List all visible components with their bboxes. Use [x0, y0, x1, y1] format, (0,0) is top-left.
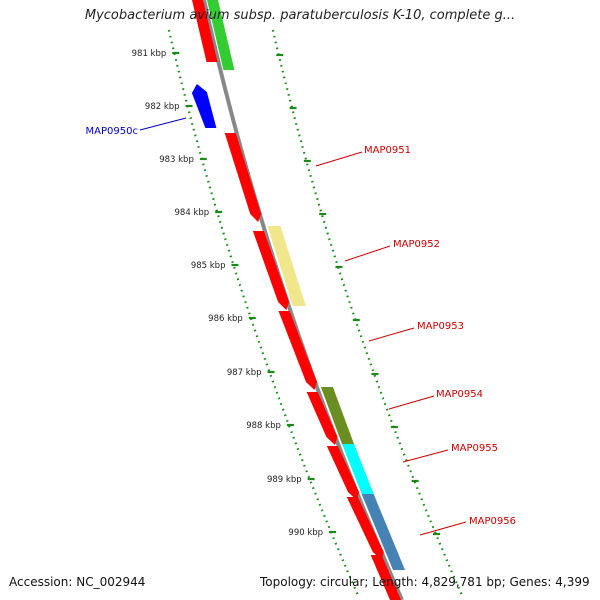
gene-label-map0952: MAP0952: [393, 239, 440, 250]
cds-block: [278, 311, 317, 390]
tick-label: 987 kbp: [227, 368, 262, 378]
gene-label-map0953: MAP0953: [417, 321, 464, 332]
cog-block: [361, 494, 405, 570]
leader-line: [419, 521, 467, 536]
tick-label: 984 kbp: [175, 208, 210, 218]
cog-block: [342, 444, 376, 500]
cds-block: [224, 133, 262, 222]
leader-line: [388, 395, 435, 410]
cog-block: [267, 226, 306, 306]
genome-summary: Topology: circular; Length: 4,829,781 bp…: [260, 575, 590, 589]
cog-block: [320, 387, 355, 445]
cds-block: [326, 446, 359, 500]
tick-ring-right: [271, 29, 465, 599]
tick-label: 985 kbp: [191, 261, 226, 271]
leader-line: [344, 245, 391, 262]
reverse-cds-block: [191, 84, 217, 128]
tick-label: 989 kbp: [267, 475, 302, 485]
cog-block: [207, 0, 235, 70]
leader-line: [402, 449, 449, 463]
cds-block: [306, 392, 338, 445]
tick-label: 981 kbp: [132, 49, 167, 59]
cds-block: [370, 555, 401, 600]
leader-line: [368, 327, 415, 342]
cds-block: [252, 231, 290, 310]
gene-label-map0950c: MAP0950c: [86, 126, 138, 137]
tick-label: 988 kbp: [246, 421, 281, 431]
gene-label-map0954: MAP0954: [436, 389, 483, 400]
accession-label: Accession: NC_002944: [9, 575, 146, 589]
gene-label-map0956: MAP0956: [469, 516, 516, 527]
leader-line: [139, 117, 187, 131]
gene-label-map0951: MAP0951: [364, 145, 411, 156]
tick-label: 986 kbp: [208, 314, 243, 324]
gene-label-map0955: MAP0955: [451, 443, 498, 454]
leader-line: [315, 151, 363, 167]
cds-block: [346, 497, 384, 560]
cds-block: [192, 0, 218, 62]
tick-label: 990 kbp: [288, 528, 323, 538]
tick-label: 983 kbp: [159, 155, 194, 165]
map-title: Mycobacterium avium subsp. paratuberculo…: [84, 8, 516, 23]
tick-label: 982 kbp: [145, 102, 180, 112]
tick-ring-left: [167, 29, 361, 599]
